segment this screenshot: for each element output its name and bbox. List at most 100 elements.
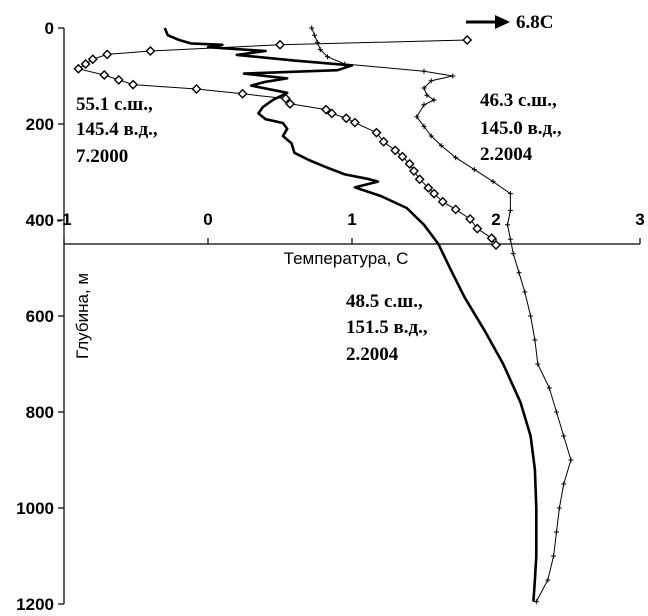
x-tick-label: 1: [347, 210, 356, 229]
data-point: [397, 151, 408, 162]
data-point: [532, 337, 538, 343]
series-3: [163, 27, 538, 602]
data-point: [490, 179, 496, 185]
x-tick-label: -1: [56, 210, 71, 229]
data-point: [113, 74, 124, 85]
data-point: [371, 127, 382, 138]
data-point: [491, 239, 501, 250]
data-point: [505, 222, 511, 228]
y-axis-label: Глубина, м: [73, 273, 92, 359]
annotation-55-line-1: 55.1 с.ш.,: [76, 94, 153, 115]
data-point: [321, 104, 332, 115]
y-tick-label: 800: [26, 403, 54, 422]
data-point: [421, 123, 427, 129]
annotation-48-line-1: 48.5 с.ш.,: [346, 291, 423, 312]
data-point: [285, 98, 296, 109]
series-1: [73, 35, 501, 250]
data-point: [561, 433, 567, 439]
data-point: [312, 32, 318, 38]
data-point: [341, 113, 352, 124]
data-point: [414, 114, 420, 120]
annotation-46-line-3: 2.2004: [480, 144, 533, 165]
data-point: [556, 505, 562, 511]
arrow-annotation: 6.8C: [466, 12, 553, 33]
y-tick-label: 200: [26, 115, 54, 134]
data-point: [404, 158, 415, 169]
data-point: [421, 85, 427, 91]
y-tick-label: 600: [26, 307, 54, 326]
y-tick-label: 400: [26, 211, 54, 230]
data-point: [465, 214, 476, 225]
annotation-55-line-2: 145.4 в.д.,: [76, 119, 158, 140]
arrow-head: [495, 15, 510, 29]
annotation-46-line-1: 46.3 с.ш.,: [480, 90, 557, 111]
data-point: [326, 108, 337, 119]
data-point: [87, 54, 98, 65]
data-point: [437, 196, 448, 207]
data-point: [145, 46, 156, 57]
data-point: [545, 577, 551, 583]
data-point: [522, 289, 528, 295]
data-point: [423, 182, 434, 193]
data-point: [99, 70, 110, 81]
data-point: [421, 68, 427, 74]
data-point: [450, 204, 461, 215]
series-layer: [73, 25, 574, 605]
data-point: [486, 233, 497, 244]
data-point: [421, 102, 427, 108]
data-point: [535, 361, 541, 367]
annotation-48-line-3: 2.2004: [346, 344, 399, 365]
data-point: [317, 47, 323, 53]
data-point: [429, 188, 440, 199]
data-point: [314, 39, 320, 45]
data-point: [471, 167, 477, 173]
data-point: [462, 35, 473, 45]
data-point: [553, 529, 559, 535]
data-point: [80, 59, 91, 69]
arrow-label: 6.8C: [516, 12, 553, 33]
data-point: [390, 145, 401, 156]
x-axis-label: Температура, С: [284, 249, 409, 268]
data-point: [561, 481, 567, 487]
data-point: [450, 73, 456, 79]
data-point: [507, 207, 513, 213]
series-line: [163, 27, 538, 602]
data-point: [102, 49, 113, 60]
y-ticks: 0 200 400 600 800 1000 1200: [16, 19, 64, 614]
annotation-48-line-2: 151.5 в.д.,: [346, 317, 428, 338]
x-tick-label: 2: [491, 210, 500, 229]
y-tick-label: 0: [45, 19, 54, 38]
x-tick-label: 0: [203, 210, 212, 229]
data-point: [428, 78, 434, 84]
y-tick-label: 1000: [16, 499, 54, 518]
data-point: [510, 251, 516, 257]
data-point: [414, 174, 425, 185]
data-point: [424, 92, 430, 98]
data-point: [280, 93, 291, 104]
data-point: [378, 136, 389, 147]
data-point: [438, 143, 444, 149]
data-point: [546, 385, 552, 391]
x-ticks: -1 0 1 2 3: [56, 210, 645, 244]
data-point: [309, 25, 315, 31]
data-point: [472, 223, 483, 234]
data-point: [507, 191, 513, 197]
data-point: [325, 54, 331, 60]
annotation-46-north: 46.3 с.ш., 145.0 в.д., 2.2004: [480, 90, 566, 165]
data-point: [551, 553, 557, 559]
data-point: [553, 409, 559, 415]
data-point: [568, 457, 574, 463]
x-tick-label: 3: [635, 210, 644, 229]
series-2: [309, 25, 574, 605]
data-point: [191, 83, 202, 94]
annotation-48-north: 48.5 с.ш., 151.5 в.д., 2.2004: [346, 291, 432, 365]
data-point: [237, 88, 248, 99]
y-tick-label: 1200: [16, 595, 54, 614]
data-point: [453, 155, 459, 161]
data-point: [349, 117, 360, 128]
data-point: [128, 79, 139, 90]
data-point: [73, 63, 84, 74]
annotation-55-line-3: 7.2000: [76, 146, 128, 167]
data-point: [431, 97, 437, 103]
